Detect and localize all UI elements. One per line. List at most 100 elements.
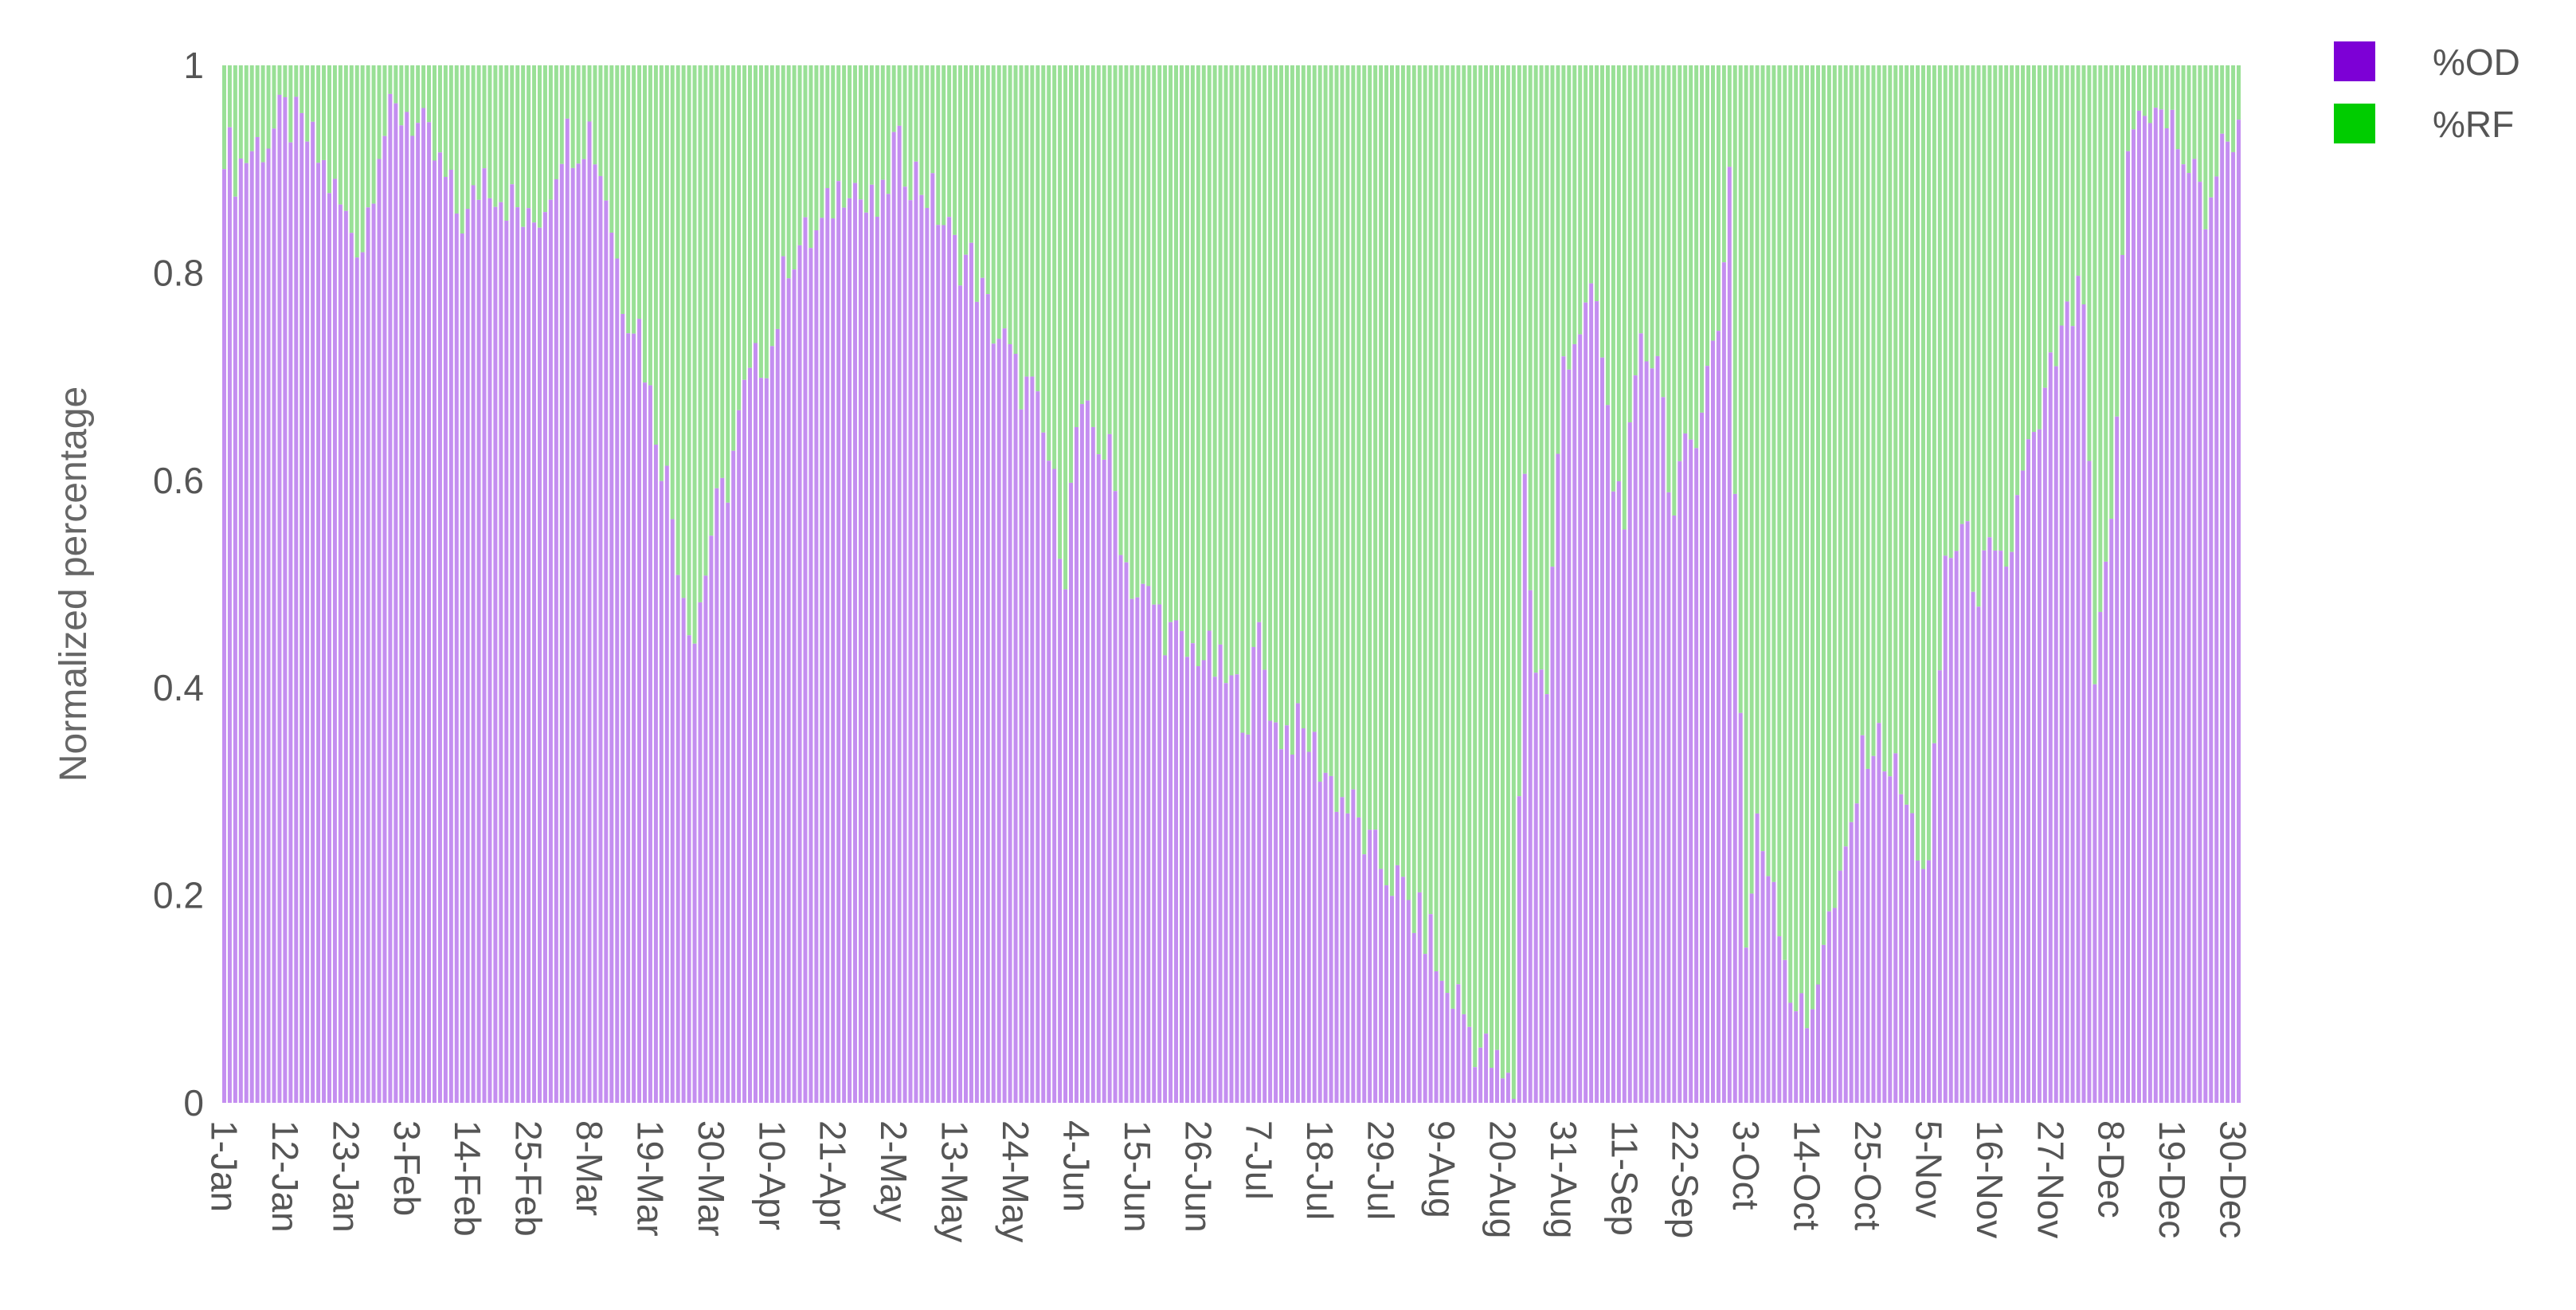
bar-od[interactable]	[675, 575, 680, 1103]
bar-rf[interactable]	[1727, 65, 1732, 167]
bar-od[interactable]	[1135, 597, 1140, 1103]
bar-od[interactable]	[294, 96, 299, 1104]
bar-od[interactable]	[2132, 129, 2136, 1103]
bar-od[interactable]	[299, 112, 304, 1104]
bar-rf[interactable]	[1218, 65, 1223, 645]
bar-od[interactable]	[1212, 677, 1217, 1103]
bar-rf[interactable]	[1362, 65, 1367, 855]
bar-rf[interactable]	[1644, 65, 1649, 362]
bar-rf[interactable]	[399, 65, 404, 126]
bar-rf[interactable]	[2126, 65, 2131, 151]
bar-od[interactable]	[1948, 558, 1953, 1103]
legend-swatch[interactable]	[2334, 104, 2375, 143]
bar-od[interactable]	[842, 207, 847, 1104]
bar-od[interactable]	[2159, 109, 2163, 1103]
bar-rf[interactable]	[1721, 65, 1726, 263]
bar-rf[interactable]	[936, 65, 941, 226]
bar-od[interactable]	[1561, 356, 1566, 1103]
bar-rf[interactable]	[476, 65, 481, 200]
bar-od[interactable]	[515, 207, 520, 1103]
bar-od[interactable]	[1805, 1028, 1810, 1103]
bar-od[interactable]	[681, 598, 686, 1103]
bar-rf[interactable]	[964, 65, 968, 255]
bar-rf[interactable]	[327, 65, 331, 194]
bar-rf[interactable]	[1384, 65, 1389, 886]
bar-od[interactable]	[288, 142, 293, 1104]
bar-rf[interactable]	[1135, 65, 1140, 598]
bar-od[interactable]	[1257, 622, 1262, 1103]
bar-rf[interactable]	[1622, 65, 1627, 530]
bar-rf[interactable]	[1467, 65, 1472, 1027]
bar-od[interactable]	[985, 294, 990, 1104]
bar-rf[interactable]	[1439, 65, 1444, 981]
bar-od[interactable]	[1047, 461, 1051, 1103]
bar-rf[interactable]	[1655, 65, 1660, 356]
bar-od[interactable]	[322, 159, 327, 1104]
bar-rf[interactable]	[914, 65, 918, 162]
bar-od[interactable]	[332, 178, 337, 1103]
bar-od[interactable]	[427, 122, 432, 1103]
bar-od[interactable]	[797, 245, 802, 1103]
bar-rf[interactable]	[393, 65, 398, 104]
bar-rf[interactable]	[377, 65, 382, 159]
bar-od[interactable]	[1760, 851, 1765, 1103]
bar-rf[interactable]	[942, 65, 946, 226]
bar-rf[interactable]	[1627, 65, 1632, 423]
bar-rf[interactable]	[808, 65, 813, 249]
bar-od[interactable]	[1090, 426, 1095, 1103]
bar-od[interactable]	[831, 218, 836, 1103]
bar-rf[interactable]	[1760, 65, 1765, 852]
bar-od[interactable]	[1522, 473, 1527, 1103]
bar-od[interactable]	[1877, 723, 1881, 1103]
bar-rf[interactable]	[1190, 65, 1195, 644]
bar-rf[interactable]	[803, 65, 808, 218]
bar-od[interactable]	[1689, 439, 1693, 1103]
bar-rf[interactable]	[1799, 65, 1804, 994]
bar-rf[interactable]	[227, 65, 232, 127]
bar-rf[interactable]	[886, 65, 891, 194]
bar-rf[interactable]	[703, 65, 708, 576]
bar-od[interactable]	[664, 465, 669, 1103]
bar-rf[interactable]	[775, 65, 780, 329]
bar-rf[interactable]	[1650, 65, 1654, 369]
bar-od[interactable]	[947, 217, 952, 1103]
bar-od[interactable]	[1572, 343, 1577, 1103]
bar-od[interactable]	[919, 194, 924, 1104]
bar-od[interactable]	[1694, 448, 1699, 1103]
bar-od[interactable]	[825, 188, 830, 1103]
bar-od[interactable]	[1002, 328, 1007, 1103]
bar-od[interactable]	[1854, 803, 1859, 1103]
bar-od[interactable]	[1102, 459, 1106, 1103]
bar-od[interactable]	[1218, 644, 1223, 1103]
bar-od[interactable]	[2186, 173, 2191, 1103]
bar-rf[interactable]	[1229, 65, 1234, 676]
bar-od[interactable]	[343, 210, 348, 1104]
bar-rf[interactable]	[1345, 65, 1350, 814]
bar-rf[interactable]	[416, 65, 421, 124]
bar-rf[interactable]	[1589, 65, 1594, 284]
bar-od[interactable]	[1517, 796, 1521, 1103]
bar-od[interactable]	[1306, 751, 1311, 1103]
bar-od[interactable]	[2136, 110, 2141, 1103]
bar-od[interactable]	[1207, 630, 1212, 1103]
bar-rf[interactable]	[681, 65, 686, 598]
bar-od[interactable]	[1544, 694, 1549, 1103]
bar-od[interactable]	[1976, 606, 1981, 1103]
bar-rf[interactable]	[902, 65, 907, 187]
bar-rf[interactable]	[2136, 65, 2141, 111]
bar-od[interactable]	[1179, 631, 1184, 1103]
bar-od[interactable]	[991, 343, 996, 1103]
bar-rf[interactable]	[842, 65, 847, 208]
bar-rf[interactable]	[2053, 65, 2058, 367]
bar-od[interactable]	[737, 410, 742, 1103]
bar-rf[interactable]	[764, 65, 769, 378]
bar-od[interactable]	[615, 258, 620, 1104]
bar-rf[interactable]	[692, 65, 697, 644]
bar-od[interactable]	[1323, 772, 1328, 1103]
bar-rf[interactable]	[1357, 65, 1361, 818]
bar-rf[interactable]	[2226, 65, 2230, 142]
bar-rf[interactable]	[1246, 65, 1251, 735]
bar-rf[interactable]	[283, 65, 288, 98]
bar-rf[interactable]	[382, 65, 387, 136]
bar-rf[interactable]	[1849, 65, 1854, 822]
